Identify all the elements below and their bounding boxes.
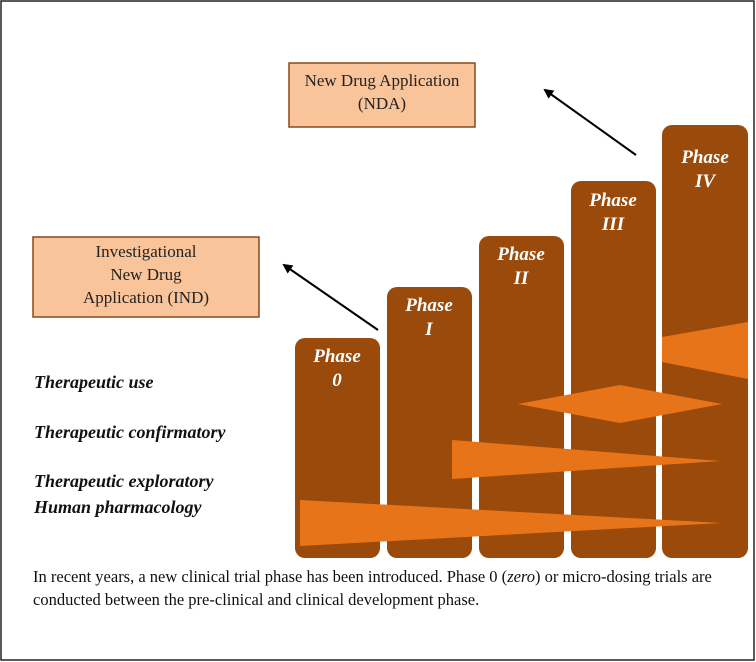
box-text: Investigational	[95, 242, 196, 261]
caption-text: ) or micro-dosing trials are conducted b…	[33, 567, 712, 609]
phase-label: IV	[694, 171, 716, 192]
phase-column	[387, 287, 472, 558]
caption-text: In recent years, a new clinical trial ph…	[33, 567, 508, 586]
phase-column	[571, 181, 656, 558]
arrow	[282, 263, 379, 331]
caption: In recent years, a new clinical trial ph…	[33, 565, 748, 611]
ind-box	[32, 236, 260, 318]
box-text: New Drug	[110, 265, 182, 284]
track-label: Therapeutic confirmatory	[34, 422, 226, 442]
arrow	[543, 88, 637, 156]
box-text: New Drug Application	[305, 71, 460, 90]
phase-label: III	[601, 214, 625, 235]
phase-label: Phase	[680, 147, 729, 168]
phase-label: Phase	[312, 346, 361, 367]
box-text: Application (IND)	[83, 288, 209, 307]
track-shape	[518, 385, 722, 423]
phase-label: I	[424, 319, 433, 340]
track-shape	[452, 440, 720, 479]
track-shape	[662, 322, 748, 379]
track-label: Human pharmacology	[33, 497, 203, 517]
track-label: Therapeutic use	[34, 372, 154, 392]
caption-emphasis: zero	[507, 567, 535, 586]
track-shape	[300, 500, 722, 546]
phase-label: Phase	[404, 295, 453, 316]
box-text: (NDA)	[358, 94, 406, 113]
phase-label: Phase	[496, 244, 545, 265]
phase-column	[479, 236, 564, 558]
phase-label: 0	[332, 370, 342, 391]
track-label: Therapeutic exploratory	[34, 471, 214, 491]
nda-box	[288, 62, 476, 128]
phase-label: II	[513, 268, 529, 289]
phase-label: Phase	[588, 190, 637, 211]
